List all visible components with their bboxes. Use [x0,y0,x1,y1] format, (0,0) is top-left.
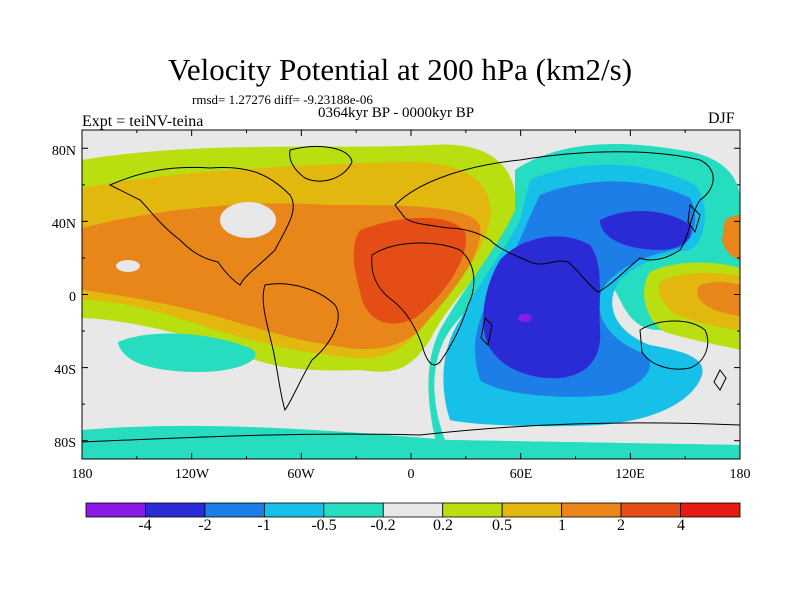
y-tick-label: 40S [54,363,76,378]
colorbar-label: -0.2 [370,517,395,534]
colorbar-box [502,503,561,517]
colorbar-label: -4 [138,517,151,534]
y-tick-label: 0 [69,290,76,305]
y-tick-label: 40N [52,217,76,232]
colorbar-box [205,503,264,517]
colorbar-box [562,503,621,517]
colorbar-label: 4 [677,517,685,534]
x-tick-label: 60W [287,467,315,482]
y-tick-label: 80N [52,144,76,159]
colorbar-box [324,503,383,517]
x-tick-label: 0 [408,467,415,482]
colorbar-box [383,503,442,517]
colorbar-label: -1 [257,517,270,534]
colorbar [86,503,740,517]
x-tick-label: 180 [72,467,93,482]
x-tick-label: 120E [615,467,645,482]
x-tick-label: 120W [175,467,210,482]
colorbar-label: 0.5 [492,517,512,534]
colorbar-box [621,503,680,517]
map-figure: 180 120W 60W 0 60E 120E 180 80N 40N 0 40… [0,0,800,600]
colorbar-box [443,503,502,517]
field-negative-4 [518,314,532,322]
x-tick-label: 180 [730,467,751,482]
field-neutral-patch [220,202,276,238]
colorbar-label: -0.5 [311,517,336,534]
colorbar-label: -2 [198,517,211,534]
colorbar-box [86,503,145,517]
colorbar-label: 2 [617,517,625,534]
contour-field [82,130,740,459]
colorbar-box [681,503,740,517]
x-tick-label: 60E [510,467,533,482]
colorbar-box [264,503,323,517]
colorbar-labels: -4 -2 -1 -0.5 -0.2 0.2 0.5 1 2 4 [138,517,685,534]
y-tick-label: 80S [54,436,76,451]
colorbar-box [145,503,204,517]
field-neutral-patch [116,260,140,272]
colorbar-label: 0.2 [433,517,453,534]
colorbar-label: 1 [558,517,566,534]
